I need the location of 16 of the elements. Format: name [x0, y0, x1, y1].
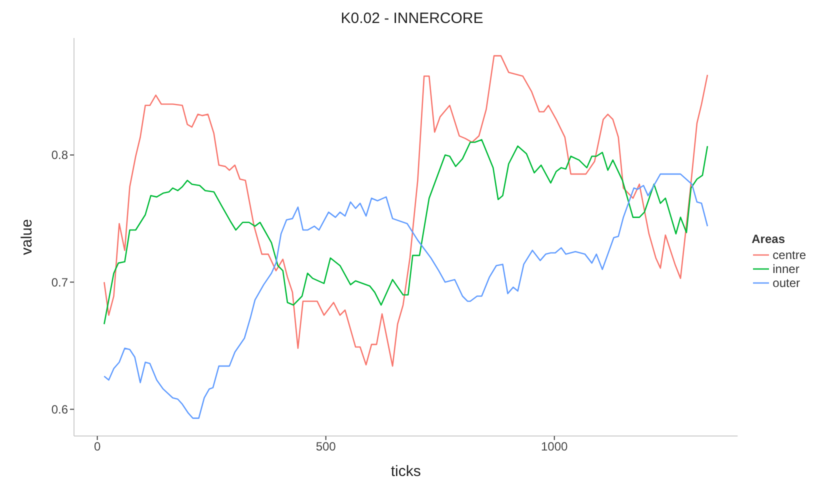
x-axis-title: ticks: [390, 463, 421, 480]
line-series: [104, 173, 708, 419]
legend-title: Areas: [752, 232, 786, 246]
y-axis-title: value: [18, 219, 36, 255]
y-tick-label: 0.8: [51, 148, 68, 162]
line-series: [104, 55, 708, 367]
legend-label: inner: [772, 262, 800, 276]
x-tick-label: 500: [316, 440, 336, 454]
legend-label: centre: [772, 248, 806, 262]
y-tick-label: 0.7: [51, 275, 68, 290]
line-series: [104, 139, 708, 325]
x-tick-label: 1000: [541, 440, 568, 454]
chart-title: K0.02 - INNERCORE: [340, 9, 484, 29]
legend-label: outer: [772, 276, 800, 290]
x-tick-label: 0: [94, 440, 101, 454]
y-tick-label: 0.6: [51, 402, 68, 417]
